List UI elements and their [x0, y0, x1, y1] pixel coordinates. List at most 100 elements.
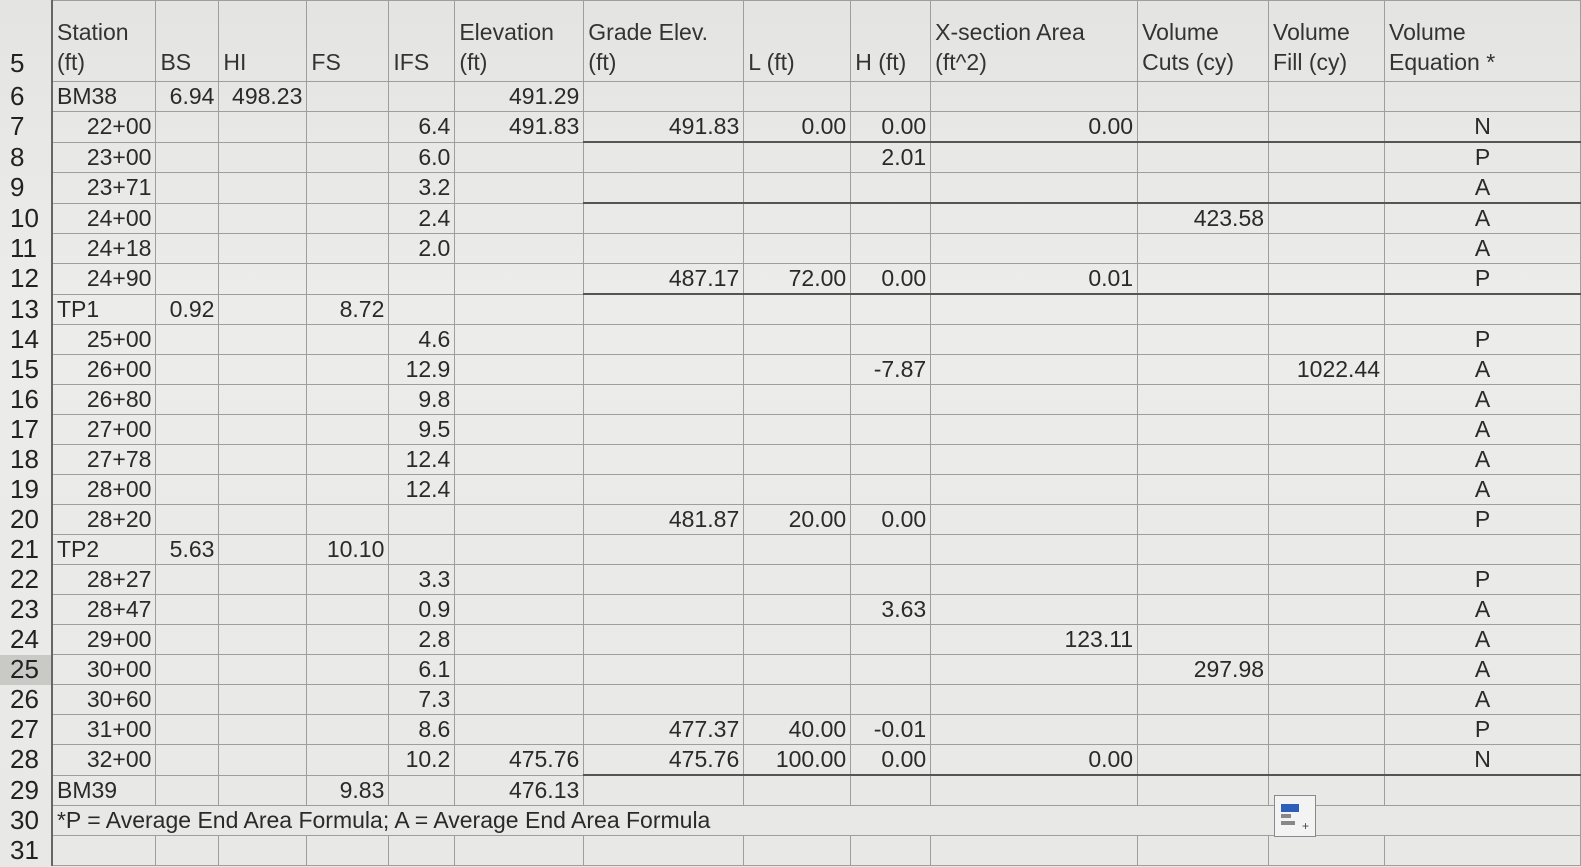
cell-volume-fill[interactable] [1268, 202, 1385, 234]
cell-h[interactable]: 0.00 [850, 504, 932, 535]
cell-volume-fill[interactable] [1268, 534, 1385, 565]
cell-volume-fill[interactable] [1268, 624, 1385, 655]
empty-cell[interactable] [583, 835, 745, 866]
cell-grade-elev[interactable] [583, 624, 745, 655]
cell-volume-cuts[interactable] [1137, 172, 1270, 204]
cell-volume-fill[interactable] [1268, 263, 1385, 295]
cell-bs[interactable] [155, 564, 220, 595]
cell-station[interactable]: 25+00 [51, 324, 157, 355]
cell-grade-elev[interactable] [583, 534, 745, 565]
cell-grade-elev[interactable] [583, 81, 745, 112]
col-header-volume-equation[interactable]: Volume Equation * [1384, 0, 1581, 82]
cell-l[interactable]: 72.00 [743, 263, 852, 295]
cell-l[interactable] [743, 233, 852, 264]
cell-station[interactable]: 30+00 [51, 654, 157, 685]
empty-cell[interactable] [1384, 835, 1581, 866]
cell-xsection-area[interactable] [930, 504, 1139, 535]
empty-cell[interactable] [388, 835, 456, 866]
cell-grade-elev[interactable]: 481.87 [583, 504, 745, 535]
cell-xsection-area[interactable] [930, 564, 1139, 595]
col-header-l[interactable]: L (ft) [743, 0, 852, 82]
cell-l[interactable]: 0.00 [743, 111, 852, 143]
cell-bs[interactable] [155, 624, 220, 655]
cell-fs[interactable] [306, 202, 390, 234]
cell-elevation[interactable] [454, 414, 585, 445]
cell-l[interactable] [743, 474, 852, 505]
cell-grade-elev[interactable] [583, 233, 745, 264]
row-number[interactable]: 30 [0, 805, 53, 836]
cell-fs[interactable]: 9.83 [306, 774, 390, 806]
cell-bs[interactable] [155, 233, 220, 264]
row-number[interactable]: 28 [0, 744, 53, 775]
cell-fs[interactable] [306, 324, 390, 355]
cell-grade-elev[interactable]: 477.37 [583, 714, 745, 745]
cell-bs[interactable]: 0.92 [155, 293, 220, 325]
cell-elevation[interactable]: 475.76 [454, 744, 585, 776]
cell-ifs[interactable]: 3.2 [388, 172, 456, 204]
cell-hi[interactable] [218, 172, 308, 204]
col-header-volume-cuts[interactable]: Volume Cuts (cy) [1137, 0, 1270, 82]
cell-fs[interactable] [306, 654, 390, 685]
cell-xsection-area[interactable] [930, 81, 1139, 112]
row-number[interactable]: 15 [0, 354, 53, 385]
cell-volume-equation[interactable]: A [1384, 654, 1581, 685]
cell-volume-equation[interactable] [1384, 293, 1581, 325]
cell-bs[interactable] [155, 263, 220, 295]
cell-ifs[interactable] [388, 534, 456, 565]
cell-volume-cuts[interactable] [1137, 141, 1270, 173]
cell-elevation[interactable]: 491.29 [454, 81, 585, 112]
cell-fs[interactable] [306, 263, 390, 295]
cell-station[interactable]: 26+00 [51, 354, 157, 385]
cell-volume-equation[interactable]: A [1384, 444, 1581, 475]
col-header-h[interactable]: H (ft) [850, 0, 932, 82]
col-header-xsection-area[interactable]: X-section Area (ft^2) [930, 0, 1139, 82]
cell-h[interactable] [850, 624, 932, 655]
cell-fs[interactable] [306, 444, 390, 475]
cell-hi[interactable] [218, 624, 308, 655]
cell-h[interactable]: 0.00 [850, 111, 932, 143]
cell-hi[interactable] [218, 594, 308, 625]
empty-cell[interactable] [743, 835, 852, 866]
cell-station[interactable]: 24+00 [51, 202, 157, 234]
cell-volume-cuts[interactable] [1137, 684, 1270, 715]
empty-cell[interactable] [306, 835, 390, 866]
cell-grade-elev[interactable] [583, 474, 745, 505]
empty-cell[interactable] [930, 835, 1139, 866]
row-number[interactable]: 12 [0, 263, 53, 294]
cell-volume-equation[interactable]: P [1384, 504, 1581, 535]
cell-h[interactable]: -7.87 [850, 354, 932, 385]
cell-l[interactable] [743, 172, 852, 204]
col-header-volume-fill[interactable]: Volume Fill (cy) [1268, 0, 1385, 82]
cell-ifs[interactable]: 0.9 [388, 594, 456, 625]
cell-station[interactable]: 24+90 [51, 263, 157, 295]
cell-volume-equation[interactable]: P [1384, 324, 1581, 355]
cell-volume-fill[interactable] [1268, 474, 1385, 505]
row-number[interactable]: 13 [0, 294, 53, 325]
cell-hi[interactable] [218, 111, 308, 143]
cell-bs[interactable]: 6.94 [155, 81, 220, 112]
cell-h[interactable] [850, 774, 932, 806]
cell-ifs[interactable]: 6.1 [388, 654, 456, 685]
cell-grade-elev[interactable] [583, 202, 745, 234]
cell-fs[interactable] [306, 504, 390, 535]
cell-station[interactable]: 29+00 [51, 624, 157, 655]
cell-h[interactable] [850, 564, 932, 595]
cell-ifs[interactable]: 2.0 [388, 233, 456, 264]
cell-h[interactable] [850, 202, 932, 234]
cell-l[interactable] [743, 141, 852, 173]
cell-hi[interactable] [218, 564, 308, 595]
cell-h[interactable]: 2.01 [850, 141, 932, 173]
cell-xsection-area[interactable] [930, 774, 1139, 806]
cell-volume-cuts[interactable] [1137, 354, 1270, 385]
cell-volume-equation[interactable] [1384, 81, 1581, 112]
cell-elevation[interactable] [454, 654, 585, 685]
cell-elevation[interactable] [454, 624, 585, 655]
cell-station[interactable]: 28+27 [51, 564, 157, 595]
cell-ifs[interactable] [388, 263, 456, 295]
cell-volume-cuts[interactable] [1137, 111, 1270, 143]
cell-elevation[interactable] [454, 474, 585, 505]
cell-fs[interactable] [306, 172, 390, 204]
cell-volume-cuts[interactable] [1137, 594, 1270, 625]
cell-bs[interactable] [155, 474, 220, 505]
cell-volume-fill[interactable] [1268, 172, 1385, 204]
